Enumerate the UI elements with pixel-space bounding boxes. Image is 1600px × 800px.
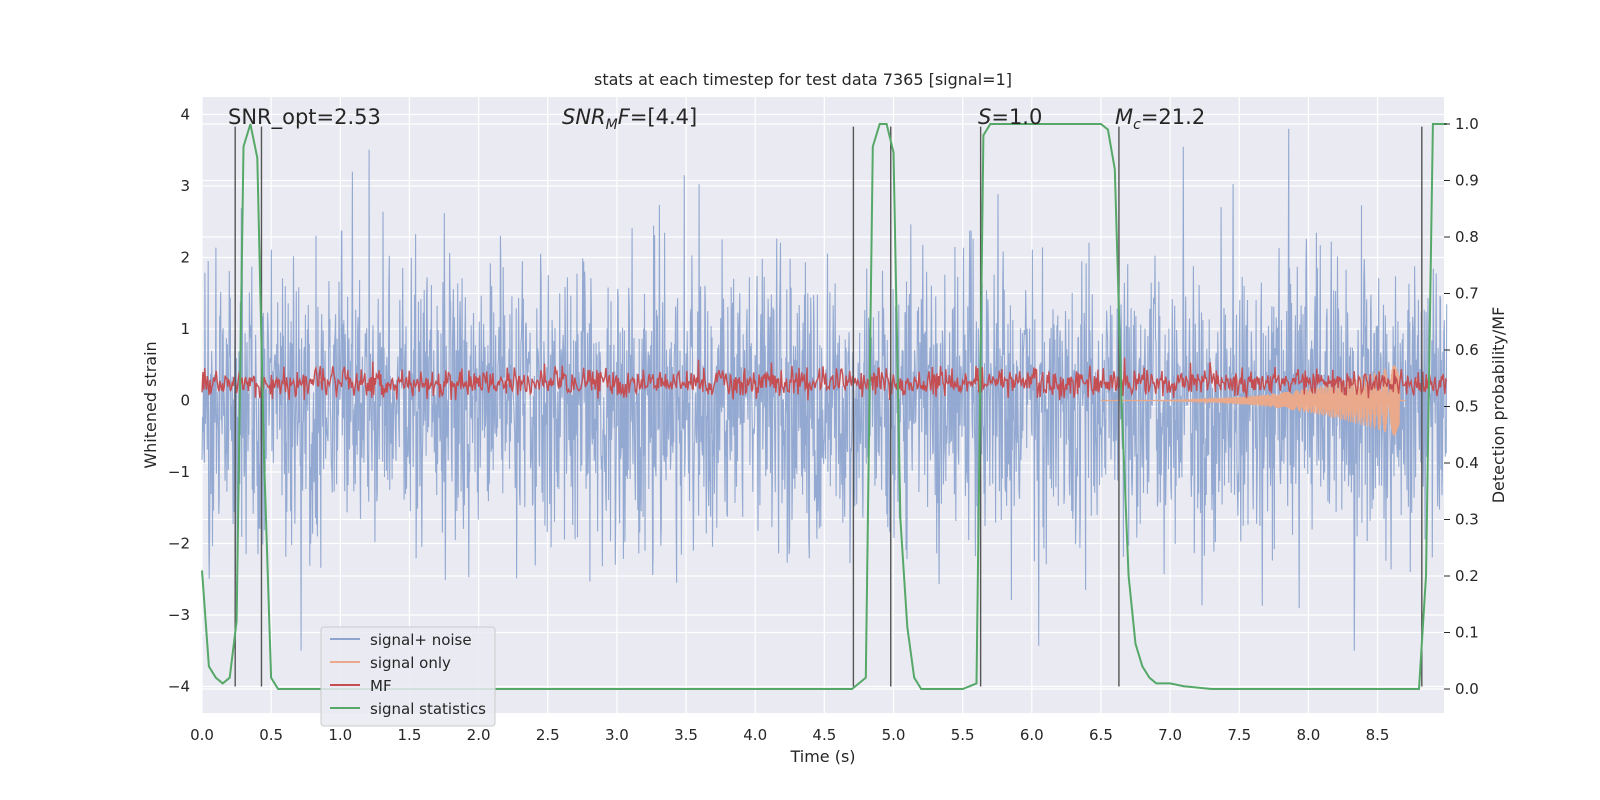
y-left-tick-label: 1 [180,320,190,338]
annotation-mc: Mc=21.2 [1115,105,1205,133]
x-tick-label: 1.0 [328,726,352,744]
series-mf [201,357,1448,401]
legend-entry-stats: signal statistics [370,700,486,718]
annotation-s: S=1.0 [978,105,1042,129]
signal-only-line [1101,365,1406,436]
y-right-tick-label: 0.7 [1455,285,1479,303]
y-left-tick-label: −3 [168,606,190,624]
y-right-tick-label: 0.0 [1455,680,1479,698]
vertical-markers [234,126,1423,687]
y-left-tick-label: −1 [168,463,190,481]
x-tick-label: 8.0 [1296,726,1320,744]
x-tick-label: 6.5 [1089,726,1113,744]
y-right-tick-label: 0.1 [1455,624,1479,642]
chart-title: stats at each timestep for test data 736… [594,70,1012,89]
y-axis-right-label: Detection probability/MF [1489,307,1508,504]
y-right-tick-label: 0.5 [1455,398,1479,416]
grid [201,97,1444,713]
x-tick-label: 0.0 [190,726,214,744]
x-axis: 0.0 0.5 1.0 1.5 2.0 2.5 3.0 3.5 4.0 4.5 5.0 5.5 6.0 6… [190,726,1389,744]
x-axis-label: Time (s) [789,747,855,766]
y-left-tick-label: −4 [168,678,190,696]
y-axis-right: 1.0 0.9 0.8 0.7 0.6 0.5 0.4 0.3 0.2 0.1 0.0 [1444,115,1479,698]
y-right-tick-label: 0.8 [1455,228,1479,246]
x-tick-label: 8.5 [1366,726,1390,744]
x-tick-label: 5.0 [882,726,906,744]
x-tick-label: 5.5 [951,726,975,744]
annotations: SNR_opt=2.53 SNRMF=[4.4] S=1.0 Mc=21.2 [228,105,1205,133]
x-tick-label: 7.0 [1158,726,1182,744]
x-tick-label: 2.5 [536,726,560,744]
y-left-tick-label: 2 [180,249,190,267]
x-tick-label: 6.0 [1020,726,1044,744]
legend-box [320,626,496,727]
x-tick-label: 0.5 [259,726,283,744]
series-signal-noise [201,128,1448,651]
noise-line [201,128,1448,651]
y-left-tick-label: 0 [180,392,190,410]
annotation-snr-opt: SNR_opt=2.53 [228,105,381,130]
y-right-tick-label: 0.9 [1455,172,1479,190]
mf-line [201,357,1448,401]
series-signal-only [1101,365,1406,436]
x-tick-label: 3.5 [674,726,698,744]
y-axis-left: 4 3 2 1 0 −1 −2 −3 −4 [168,106,190,696]
legend-entry-signal: signal only [370,654,451,672]
y-axis-left-label: Whitened strain [141,341,160,468]
annotation-snr-mf: SNRMF=[4.4] [562,105,697,133]
y-left-tick-label: −2 [168,535,190,553]
x-tick-label: 7.5 [1227,726,1251,744]
y-left-tick-label: 4 [180,106,190,124]
x-tick-label: 2.0 [467,726,491,744]
x-tick-label: 4.0 [743,726,767,744]
y-left-tick-label: 3 [180,177,190,195]
legend-entry-noise: signal+ noise [370,631,472,649]
series-signal-statistics [201,123,1447,690]
y-right-tick-label: 0.4 [1455,454,1479,472]
legend: signal+ noise signal only MF signal stat… [320,626,496,727]
legend-entry-mf: MF [370,677,392,695]
x-tick-label: 3.0 [605,726,629,744]
y-right-tick-label: 0.2 [1455,567,1479,585]
x-tick-label: 1.5 [398,726,422,744]
signal-statistics-line [201,123,1447,690]
x-tick-label: 4.5 [812,726,836,744]
y-right-tick-label: 0.6 [1455,341,1479,359]
y-right-tick-label: 1.0 [1455,115,1479,133]
y-right-tick-label: 0.3 [1455,511,1479,529]
